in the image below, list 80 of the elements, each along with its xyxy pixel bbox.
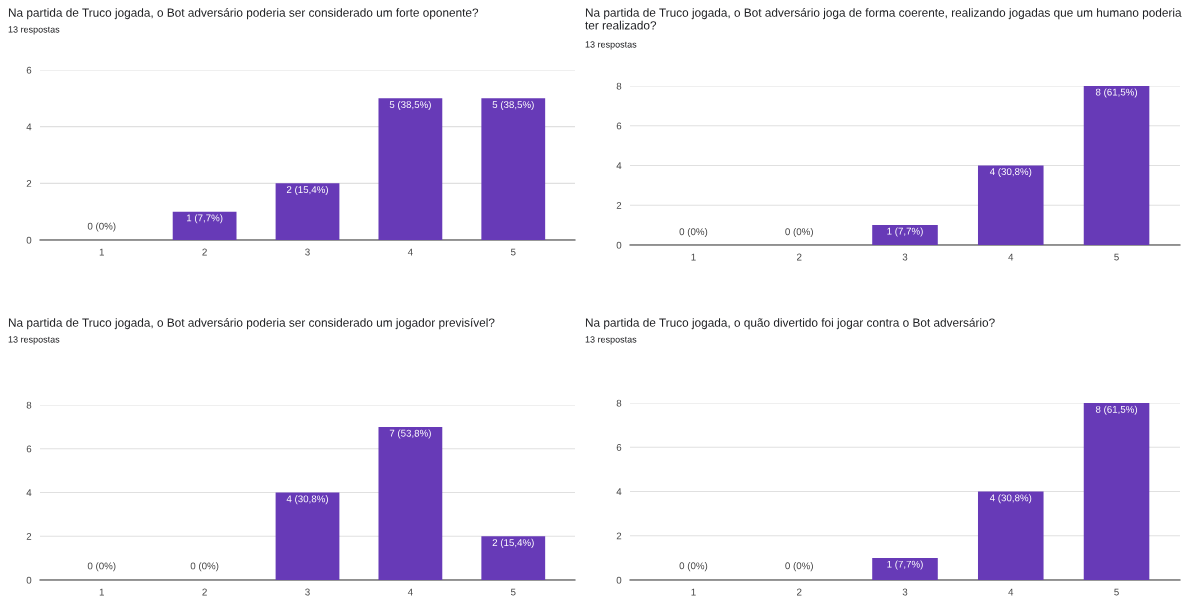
bar [481, 536, 546, 580]
y-tick-label: 4 [616, 162, 622, 170]
y-tick-label: 2 [26, 180, 32, 187]
x-tick-label: 2 [202, 588, 207, 596]
data-label: 4 (30,8%) [286, 495, 328, 505]
x-tick-label: 5 [1114, 253, 1119, 261]
data-label: 4 (30,8%) [989, 167, 1032, 177]
x-tick-label: 4 [1008, 253, 1014, 261]
data-label: 0 (0%) [679, 562, 708, 572]
y-tick-label: 8 [26, 401, 32, 409]
bar [481, 98, 546, 240]
data-label: 0 (0%) [679, 227, 708, 238]
x-tick-label: 1 [691, 253, 696, 261]
y-tick-label: 4 [26, 489, 32, 497]
bar [977, 165, 1044, 245]
bar [872, 225, 938, 245]
y-tick-label: 6 [26, 66, 32, 74]
x-tick-label: 2 [797, 588, 802, 596]
bar [872, 557, 938, 580]
chart-title: Na partida de Truco jogada, o Bot adversário poderia ser considerado um forte oponente? [8, 8, 479, 20]
x-tick-label: 1 [99, 248, 104, 256]
y-tick-label: 6 [26, 445, 32, 453]
x-tick-label: 4 [407, 588, 413, 596]
x-tick-label: 4 [407, 248, 413, 256]
x-tick-label: 1 [691, 588, 696, 596]
data-label: 2 (15,4%) [286, 185, 328, 195]
data-label: 4 (30,8%) [989, 494, 1032, 504]
chart-subtitle: 13 respostas [8, 26, 60, 35]
data-label: 0 (0%) [785, 227, 813, 238]
x-tick-label: 2 [797, 253, 802, 261]
chart-subtitle: 13 respostas [585, 41, 637, 50]
bar [378, 98, 443, 240]
x-tick-label: 5 [510, 588, 516, 596]
x-tick-label: 5 [510, 248, 516, 256]
data-label: 0 (0%) [87, 222, 116, 232]
chart-subtitle: 13 respostas [8, 336, 60, 345]
y-tick-label: 8 [616, 399, 622, 407]
chart-title: Na partida de Truco jogada, o quão divertido foi jogar contra o Bot adversário? [585, 318, 995, 330]
x-tick-label: 1 [99, 588, 104, 596]
x-tick-label: 3 [902, 588, 908, 596]
y-tick-label: 0 [616, 576, 622, 584]
x-tick-label: 3 [305, 588, 310, 596]
y-tick-label: 0 [26, 236, 32, 244]
bar [172, 211, 237, 240]
x-tick-label: 3 [902, 253, 908, 261]
chart-title: Na partida de Truco jogada, o Bot adversário joga de forma coerente, realizando jogadas que um humano poderia ter realizado? [585, 8, 1182, 30]
y-tick-label: 2 [616, 532, 622, 540]
y-tick-label: 6 [616, 122, 622, 130]
data-label: 0 (0%) [87, 562, 116, 572]
bar [977, 491, 1044, 580]
x-tick-label: 3 [305, 248, 310, 256]
data-label: 5 (38,5%) [492, 100, 534, 110]
chart-subtitle: 13 respostas [585, 336, 637, 345]
data-label: 1 (7,7%) [186, 214, 223, 224]
y-tick-label: 2 [26, 532, 32, 540]
data-label: 8 (61,5%) [1095, 405, 1138, 415]
x-tick-label: 4 [1008, 588, 1014, 596]
data-label: 2 (15,4%) [492, 538, 534, 548]
y-tick-label: 6 [616, 443, 622, 451]
y-tick-label: 4 [26, 123, 32, 131]
y-tick-label: 8 [616, 82, 622, 90]
data-label: 0 (0%) [785, 562, 813, 572]
x-tick-label: 2 [202, 248, 207, 256]
bar [1083, 403, 1150, 580]
data-label: 7 (53,8%) [389, 429, 431, 439]
data-label: 5 (38,5%) [389, 100, 431, 110]
y-tick-label: 4 [616, 488, 622, 496]
data-label: 8 (61,5%) [1095, 88, 1138, 98]
bar [1083, 86, 1150, 245]
chart-title: Na partida de Truco jogada, o Bot adversário poderia ser considerado um jogador previsível? [8, 318, 495, 330]
y-tick-label: 2 [616, 201, 622, 209]
y-tick-label: 0 [26, 576, 32, 584]
bar [275, 492, 340, 580]
y-tick-label: 0 [616, 241, 622, 249]
data-label: 1 (7,7%) [887, 560, 923, 570]
bar [275, 183, 340, 240]
data-label: 1 (7,7%) [887, 227, 923, 237]
x-tick-label: 5 [1114, 588, 1119, 596]
bar [378, 426, 443, 580]
data-label: 0 (0%) [190, 562, 219, 572]
